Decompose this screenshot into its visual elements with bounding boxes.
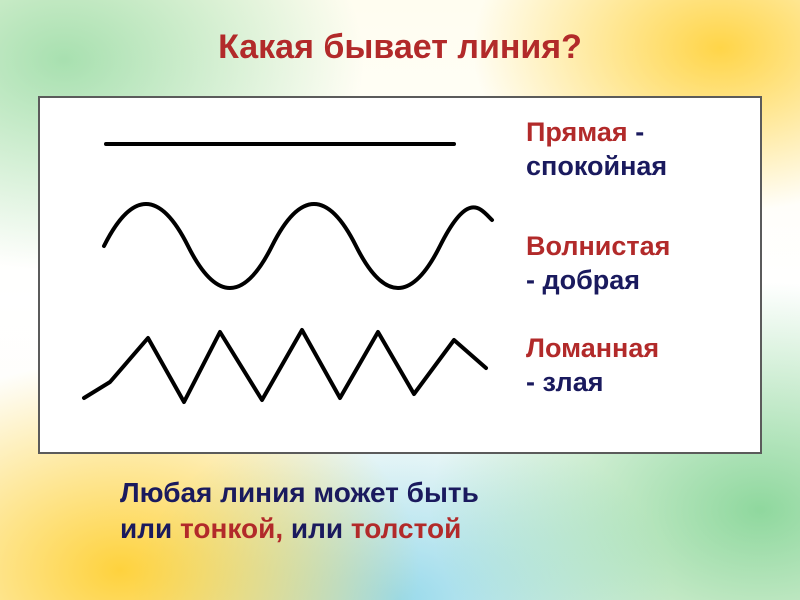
footer-line2a: или <box>120 513 180 544</box>
label-wavy-desc: - добрая <box>526 265 640 295</box>
slide-title: Какая бывает линия? <box>0 28 800 67</box>
label-wavy-name: Волнистая <box>526 231 670 261</box>
footer-line1: Любая линия может быть <box>120 477 479 508</box>
zigzag-line <box>84 330 486 402</box>
label-straight-name: Прямая <box>526 117 628 147</box>
footer-line2d: толстой <box>351 513 461 544</box>
footer-text: Любая линия может быть или тонкой, или т… <box>120 475 479 548</box>
title-text: Какая бывает линия? <box>218 28 582 66</box>
footer-line2c: или <box>283 513 351 544</box>
wavy-line <box>104 204 492 288</box>
label-zigzag: Ломанная - злая <box>526 332 659 400</box>
label-straight: Прямая - спокойная <box>526 116 760 184</box>
label-zigzag-name: Ломанная <box>526 333 659 363</box>
footer-line2b: тонкой, <box>180 513 283 544</box>
label-wavy: Волнистая - добрая <box>526 230 670 298</box>
label-zigzag-desc: - злая <box>526 367 603 397</box>
lines-panel: Прямая - спокойная Волнистая - добрая Лом… <box>38 96 762 454</box>
